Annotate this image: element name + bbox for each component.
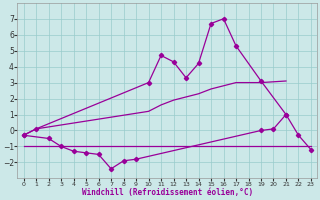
X-axis label: Windchill (Refroidissement éolien,°C): Windchill (Refroidissement éolien,°C) bbox=[82, 188, 253, 197]
